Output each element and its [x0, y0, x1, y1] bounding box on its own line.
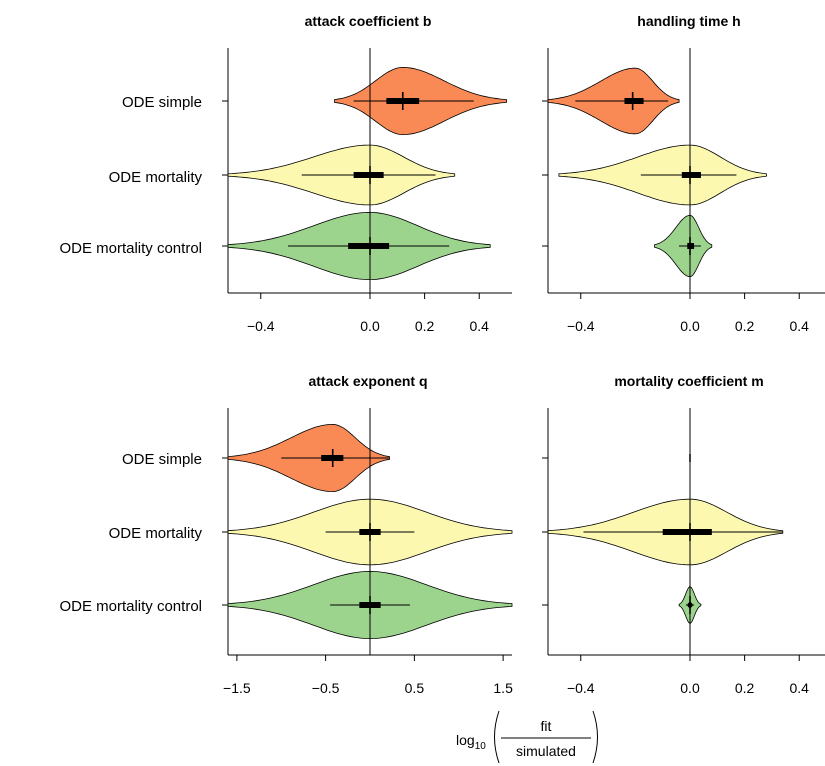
- violin-mean: [364, 243, 370, 249]
- x-axis-label-log: log: [456, 732, 475, 748]
- panel-title: attack exponent q: [308, 373, 427, 389]
- x-tick-label: 0.0: [360, 318, 380, 334]
- x-tick-label: 0.0: [680, 680, 700, 696]
- x-tick-label: 0.0: [680, 318, 700, 334]
- x-tick-label: 0.2: [735, 680, 755, 696]
- x-tick-label: −0.4: [567, 680, 595, 696]
- violin-mean: [400, 98, 406, 104]
- x-tick-label: 0.4: [469, 318, 489, 334]
- x-tick-label: 0.2: [415, 318, 435, 334]
- right-paren: [592, 710, 598, 764]
- x-tick-label: 0.5: [405, 680, 425, 696]
- panel-attack-coefficient-b: attack coefficient b ODE simple ODE mort…: [59, 13, 512, 334]
- panel-handling-time-h: handling time h −0.4 0.0 0.2 0.4: [542, 13, 825, 334]
- category-label: ODE mortality control: [59, 598, 202, 615]
- x-tick-label: −0.4: [247, 318, 275, 334]
- violin-mean: [630, 98, 636, 104]
- x-tick-label: −0.4: [567, 318, 595, 334]
- category-label: ODE mortality: [109, 169, 203, 186]
- category-label: ODE mortality: [109, 525, 203, 542]
- category-label: ODE mortality control: [59, 240, 202, 257]
- category-label: ODE simple: [122, 94, 202, 111]
- category-label: ODE simple: [122, 451, 202, 468]
- x-axis-label-denominator: simulated: [516, 743, 576, 759]
- x-tick-label: 0.4: [789, 318, 809, 334]
- panel-title: handling time h: [637, 13, 740, 29]
- x-tick-label: −1.5: [223, 680, 251, 696]
- svg-text:log10: log10: [456, 732, 486, 752]
- x-tick-label: 0.2: [735, 318, 755, 334]
- left-paren: [494, 710, 500, 764]
- panel-title: attack coefficient b: [305, 13, 432, 29]
- violin-iqr-box: [662, 529, 712, 535]
- x-tick-label: 1.5: [493, 680, 513, 696]
- x-axis-label-subscript: 10: [475, 741, 487, 752]
- violin-mean: [330, 455, 336, 461]
- panel-attack-exponent-q: attack exponent q ODE simple ODE mortali…: [59, 373, 513, 696]
- panel-title: mortality coefficient m: [614, 373, 763, 389]
- x-axis-label: log10 fit simulated: [456, 710, 598, 764]
- x-axis-label-numerator: fit: [541, 718, 552, 734]
- x-tick-label: 0.4: [789, 680, 809, 696]
- x-tick-label: −0.5: [312, 680, 340, 696]
- panel-mortality-coefficient-m: mortality coefficient m −0.4 0.0 0.2 0.4: [542, 373, 825, 696]
